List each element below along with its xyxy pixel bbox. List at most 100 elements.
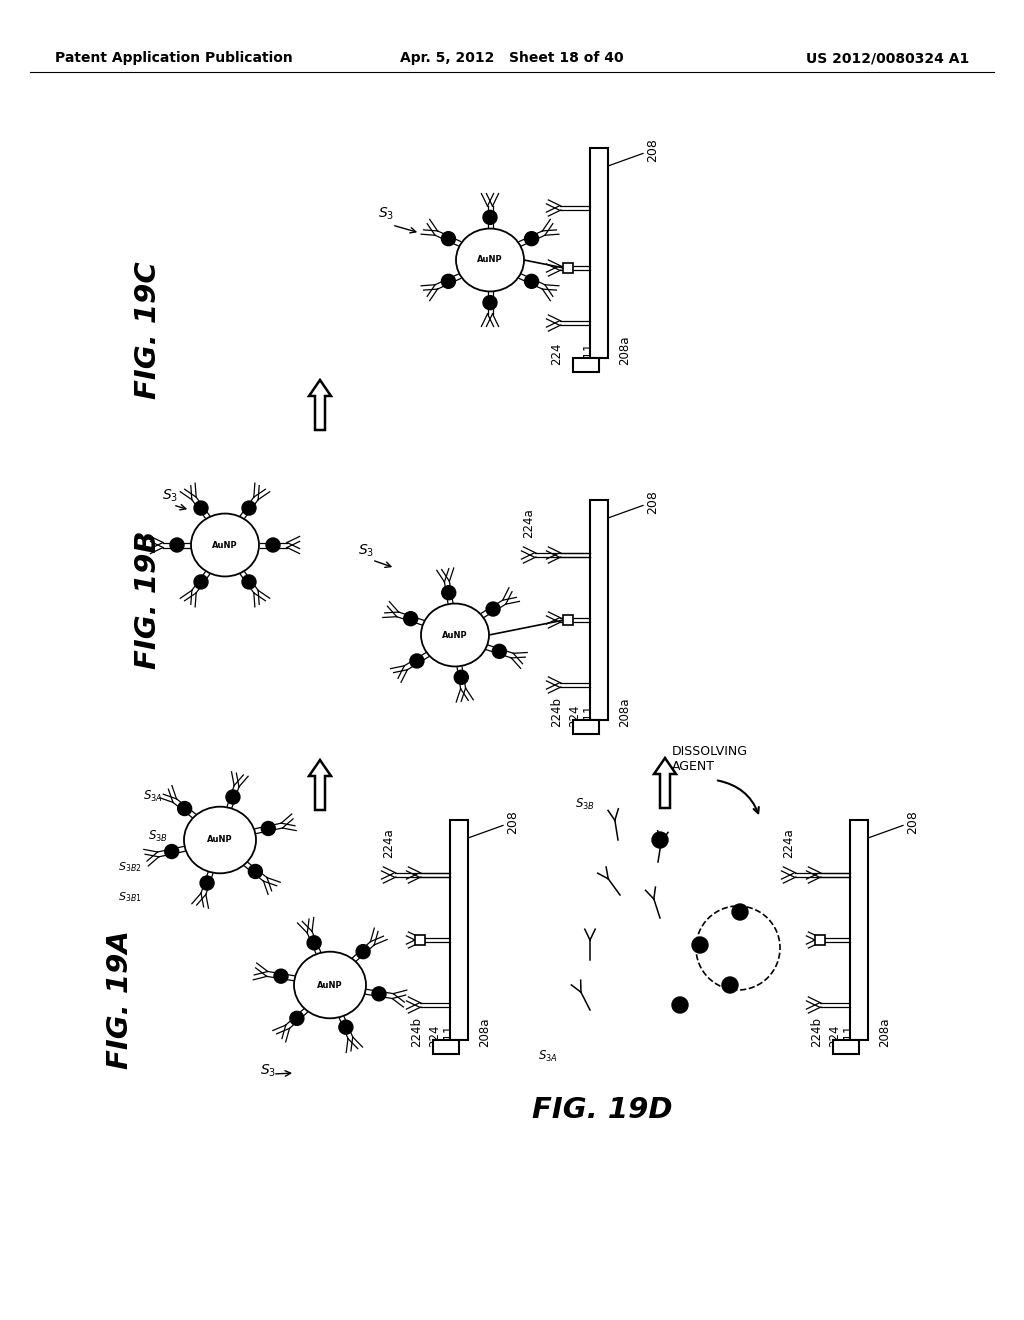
Circle shape	[242, 576, 256, 589]
Text: AuNP: AuNP	[442, 631, 468, 639]
Circle shape	[356, 945, 370, 958]
Bar	[563, 263, 573, 273]
Circle shape	[455, 671, 468, 684]
Text: 224a: 224a	[382, 828, 395, 858]
Circle shape	[524, 232, 539, 246]
Text: AuNP: AuNP	[317, 981, 343, 990]
Circle shape	[441, 586, 456, 599]
Bar	[415, 935, 425, 945]
Text: 208a: 208a	[618, 335, 631, 366]
Text: Apr. 5, 2012   Sheet 18 of 40: Apr. 5, 2012 Sheet 18 of 40	[400, 51, 624, 65]
Text: FIG. 19A: FIG. 19A	[106, 931, 134, 1069]
Bar	[450, 820, 468, 1040]
Text: FIG. 19D: FIG. 19D	[532, 1096, 673, 1125]
Circle shape	[722, 977, 738, 993]
Text: $S_{3A}$: $S_{3A}$	[538, 1049, 558, 1064]
Circle shape	[242, 502, 256, 515]
Text: $S_{3B2}$: $S_{3B2}$	[118, 861, 141, 874]
Text: 224: 224	[568, 705, 581, 727]
Text: 208: 208	[608, 139, 659, 166]
Circle shape	[672, 997, 688, 1012]
Circle shape	[524, 275, 539, 288]
Text: $S_3$: $S_3$	[260, 1063, 276, 1080]
Ellipse shape	[191, 513, 259, 577]
Text: $S_3$: $S_3$	[162, 488, 178, 504]
Circle shape	[170, 539, 184, 552]
Text: AuNP: AuNP	[212, 540, 238, 549]
Text: 208a: 208a	[878, 1018, 891, 1047]
Text: US 2012/0080324 A1: US 2012/0080324 A1	[806, 51, 969, 65]
Text: 208a: 208a	[618, 697, 631, 727]
Ellipse shape	[294, 952, 366, 1018]
Text: 211: 211	[842, 1024, 855, 1047]
Circle shape	[493, 644, 506, 659]
Bar	[833, 1040, 859, 1053]
Text: 208a: 208a	[478, 1018, 490, 1047]
Circle shape	[441, 232, 456, 246]
Circle shape	[486, 602, 500, 616]
Text: $S_3$: $S_3$	[378, 206, 394, 222]
Circle shape	[483, 210, 497, 224]
Polygon shape	[654, 758, 676, 808]
Text: $S_{3B1}$: $S_{3B1}$	[118, 890, 141, 904]
Text: FIG. 19C: FIG. 19C	[134, 261, 162, 399]
Text: 224: 224	[428, 1024, 441, 1047]
Ellipse shape	[456, 228, 524, 292]
Ellipse shape	[421, 603, 489, 667]
Circle shape	[194, 576, 208, 589]
Text: $S_{3B}$: $S_{3B}$	[575, 797, 595, 812]
Text: $S_{3A}$: $S_{3A}$	[143, 789, 163, 804]
Circle shape	[261, 821, 275, 836]
Circle shape	[200, 876, 214, 890]
Bar	[563, 615, 573, 624]
Circle shape	[307, 936, 322, 950]
Text: 224b: 224b	[550, 697, 563, 727]
Text: 208: 208	[608, 490, 659, 517]
Text: 208: 208	[468, 810, 519, 838]
Text: $S_3$: $S_3$	[358, 543, 374, 560]
Text: 211: 211	[582, 705, 595, 727]
Text: $S_{3B}$: $S_{3B}$	[148, 829, 168, 843]
Text: Patent Application Publication: Patent Application Publication	[55, 51, 293, 65]
Text: 208: 208	[868, 810, 919, 838]
Circle shape	[483, 296, 497, 310]
Text: 211: 211	[582, 342, 595, 366]
Bar	[573, 719, 599, 734]
Circle shape	[441, 275, 456, 288]
Bar	[590, 500, 608, 719]
Text: 211: 211	[442, 1024, 455, 1047]
Text: DISSOLVING
AGENT: DISSOLVING AGENT	[672, 744, 748, 774]
Circle shape	[177, 801, 191, 816]
Circle shape	[290, 1011, 304, 1026]
Circle shape	[692, 937, 708, 953]
Text: AuNP: AuNP	[207, 836, 232, 845]
Circle shape	[652, 832, 668, 847]
Circle shape	[165, 845, 179, 858]
Text: AuNP: AuNP	[477, 256, 503, 264]
Circle shape	[372, 987, 386, 1001]
Text: 224a: 224a	[782, 828, 795, 858]
Bar	[433, 1040, 459, 1053]
Bar	[815, 935, 825, 945]
Bar	[590, 148, 608, 358]
Circle shape	[266, 539, 280, 552]
Text: 224: 224	[828, 1024, 841, 1047]
Circle shape	[410, 653, 424, 668]
Circle shape	[226, 789, 240, 804]
Bar	[850, 820, 868, 1040]
Ellipse shape	[184, 807, 256, 874]
Circle shape	[403, 611, 418, 626]
Text: 224b: 224b	[410, 1016, 423, 1047]
Text: 224: 224	[550, 342, 563, 366]
Polygon shape	[309, 380, 331, 430]
Text: 224a: 224a	[522, 508, 535, 539]
Bar	[573, 358, 599, 372]
Text: 224b: 224b	[810, 1016, 823, 1047]
Polygon shape	[309, 760, 331, 810]
Circle shape	[274, 969, 288, 983]
Circle shape	[194, 502, 208, 515]
Circle shape	[339, 1020, 353, 1034]
Circle shape	[249, 865, 262, 879]
Circle shape	[732, 904, 748, 920]
Text: FIG. 19B: FIG. 19B	[134, 531, 162, 669]
